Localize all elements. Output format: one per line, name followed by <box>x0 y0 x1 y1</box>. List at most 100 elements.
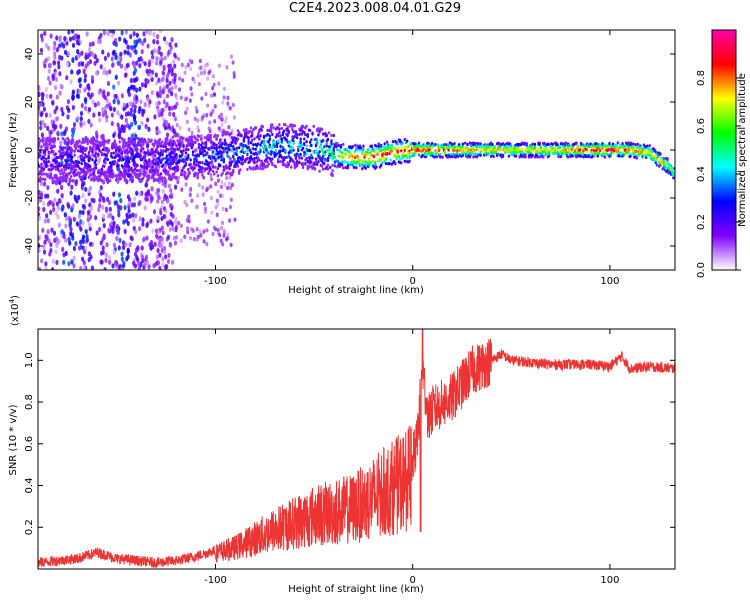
spectrogram-cell <box>340 163 344 167</box>
spectrogram-cell <box>99 143 102 147</box>
spectrogram-cell <box>44 86 49 92</box>
spectrogram-cell <box>211 169 215 173</box>
spectrogram-cell <box>172 172 176 176</box>
spectrogram-cell <box>395 157 398 161</box>
spectrogram-cell <box>53 84 58 91</box>
spectrogram-cell <box>596 147 599 151</box>
spectrogram-cell <box>88 222 92 228</box>
spectrogram-cell <box>167 252 171 259</box>
spectrogram-cell <box>319 143 323 147</box>
y-tick-label: 0.4 <box>24 478 35 494</box>
spectrogram-cell <box>166 148 170 152</box>
spectrogram-cell <box>313 166 317 171</box>
spectrogram-cell <box>175 224 179 230</box>
spectrogram-cell <box>146 78 150 85</box>
spectrogram-cell <box>642 153 646 158</box>
spectrogram-cell <box>221 100 225 105</box>
spectrogram-cell <box>152 48 156 54</box>
spectrogram-cell <box>145 68 149 74</box>
spectrogram-cell <box>564 148 567 152</box>
spectrogram-cell <box>294 156 298 160</box>
spectrogram-cell <box>275 152 279 156</box>
spectrogram-cell <box>63 49 68 55</box>
spectrogram-cell <box>79 110 84 117</box>
spectrogram-cell <box>86 91 91 97</box>
spectrogram-cell <box>174 216 178 222</box>
spectrogram-cell <box>201 141 204 145</box>
spectrogram-cell <box>268 134 272 138</box>
y-tick-label: 0.8 <box>24 394 35 410</box>
spectrogram-cell <box>102 89 106 95</box>
spectrogram-cell <box>290 150 293 154</box>
spectrogram-cell <box>189 158 192 162</box>
spectrogram-cell <box>396 149 399 153</box>
spectrogram-cell <box>124 241 128 248</box>
spectrogram-cell <box>132 260 136 266</box>
spectrogram-cell <box>79 239 83 245</box>
spectrogram-cell <box>190 137 194 142</box>
x-tick-label: 0 <box>410 276 416 287</box>
spectrogram-cell <box>371 159 375 163</box>
spectrogram-cell <box>194 173 197 177</box>
spectrogram-cell <box>61 246 65 252</box>
spectrogram-cell <box>288 159 292 163</box>
spectrogram-cell <box>250 133 254 138</box>
spectrogram-cell <box>165 141 169 146</box>
spectrogram-cell <box>91 99 95 105</box>
spectrogram-cell <box>121 143 125 147</box>
spectrogram-cell <box>385 140 389 144</box>
spectrogram-cell <box>42 159 46 164</box>
spectrogram-cell <box>427 151 430 155</box>
spectrogram-cell <box>98 203 102 209</box>
spectrogram-cell <box>214 165 217 169</box>
spectrogram-cell <box>261 125 265 129</box>
spectrogram-cell <box>98 117 102 123</box>
spectrogram-cell <box>162 71 166 76</box>
spectrogram-cell <box>47 154 50 158</box>
spectrogram-cell <box>79 176 82 180</box>
spectrogram-cell <box>40 95 45 102</box>
spectrogram-cell <box>145 160 149 164</box>
spectrogram-cell <box>147 126 151 132</box>
spectrogram-cell <box>54 249 58 255</box>
spectrogram-cell <box>553 150 557 155</box>
spectrogram-cell <box>237 130 241 135</box>
spectrogram-cell <box>266 128 269 133</box>
spectrogram-cell <box>268 137 272 141</box>
spectrogram-cell <box>158 85 162 91</box>
spectrogram-cell <box>351 163 354 167</box>
spectrogram-cell <box>608 141 611 146</box>
spectrogram-cell <box>134 213 138 219</box>
spectrogram-cell <box>178 125 182 131</box>
spectrogram-cell <box>109 220 114 227</box>
spectrogram-cell <box>81 151 85 155</box>
spectrogram-cell <box>165 237 169 242</box>
spectrogram-cell <box>82 166 86 170</box>
spectrogram-cell <box>224 207 228 213</box>
spectrogram-cell <box>179 95 183 100</box>
spectrogram-cell <box>317 160 320 164</box>
spectrogram-cell <box>153 150 157 154</box>
spectrogram-cell <box>40 166 43 170</box>
spectrogram-cell <box>58 198 62 204</box>
spectrogram-cell <box>42 244 46 250</box>
spectrogram-cell <box>126 111 131 117</box>
spectrogram-x-ticks: -100 0 100 <box>204 30 619 287</box>
x-tick-label: 100 <box>600 575 619 586</box>
spectrogram-cell <box>137 37 141 43</box>
spectrogram-cell <box>83 77 87 83</box>
spectrogram-cell <box>308 128 312 133</box>
spectrogram-cell <box>60 131 64 137</box>
spectrogram-cell <box>144 82 148 88</box>
spectrogram-cell <box>590 145 593 149</box>
spectrogram-cell <box>67 107 71 114</box>
spectrogram-cell <box>219 193 223 198</box>
spectrogram-cell <box>56 205 61 211</box>
spectrogram-cell <box>206 167 209 171</box>
spectrogram-cell <box>104 252 108 258</box>
spectrogram-cell <box>594 152 597 156</box>
spectrogram-cell <box>188 58 192 64</box>
spectrogram-cell <box>163 55 167 61</box>
spectrogram-cell <box>134 229 138 235</box>
spectrogram-cell <box>53 138 56 142</box>
